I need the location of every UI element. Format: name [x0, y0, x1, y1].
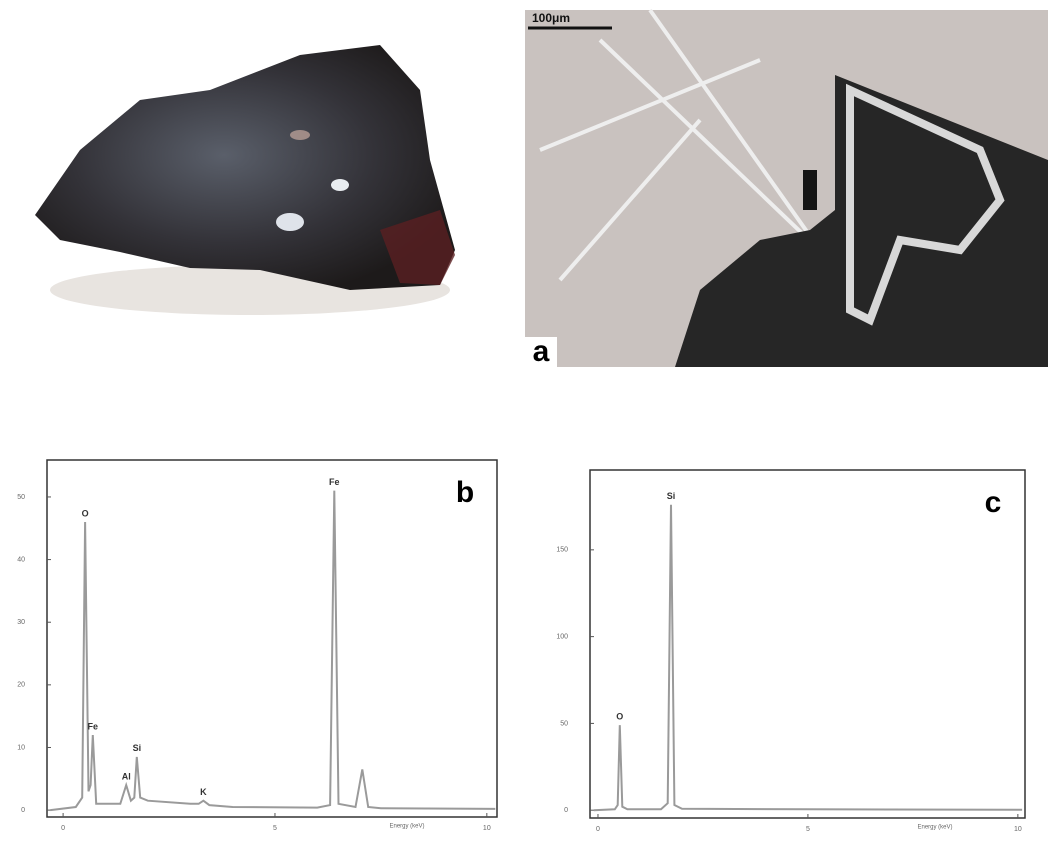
- peak-label: O: [82, 508, 89, 518]
- y-tick-label: 0: [21, 807, 25, 814]
- y-tick-label: 0: [564, 807, 568, 814]
- panel-label: c: [985, 486, 1002, 519]
- plot-frame: [47, 460, 497, 817]
- peak-label: K: [200, 787, 207, 797]
- peak-label: Si: [667, 491, 676, 501]
- x-tick-label: 0: [61, 825, 65, 832]
- peak-label: Si: [133, 743, 142, 753]
- x-tick-label: 5: [273, 825, 277, 832]
- x-tick-label: 10: [1014, 826, 1022, 833]
- y-tick-label: 30: [17, 619, 25, 626]
- panel-label: b: [456, 476, 474, 509]
- panel-label: a: [533, 335, 550, 368]
- y-tick-label: 50: [560, 720, 568, 727]
- y-tick-label: 10: [17, 744, 25, 751]
- figure: 100μm a 010203040500510Energy (keV)OFeAl…: [0, 0, 1050, 837]
- x-axis-label: Energy (keV): [389, 824, 424, 830]
- peak-label: O: [616, 712, 623, 722]
- plot-frame: [590, 470, 1025, 818]
- x-tick-label: 5: [806, 826, 810, 833]
- spectrum-line: [50, 491, 495, 810]
- x-axis-label: Energy (keV): [917, 825, 952, 831]
- y-tick-label: 50: [17, 494, 25, 501]
- peak-label: Fe: [329, 477, 340, 487]
- x-tick-label: 0: [596, 826, 600, 833]
- spectrum-line: [594, 505, 1022, 811]
- y-tick-label: 150: [556, 547, 568, 554]
- rock-photo: [35, 45, 455, 315]
- scale-bar-label: 100μm: [532, 11, 570, 25]
- x-tick-label: 10: [483, 825, 491, 832]
- y-tick-label: 40: [17, 556, 25, 563]
- y-tick-label: 20: [17, 682, 25, 689]
- y-tick-label: 100: [556, 633, 568, 640]
- peak-label: Fe: [88, 721, 99, 731]
- sem-image: 100μm a: [525, 10, 1048, 368]
- peak-label: Al: [122, 771, 131, 781]
